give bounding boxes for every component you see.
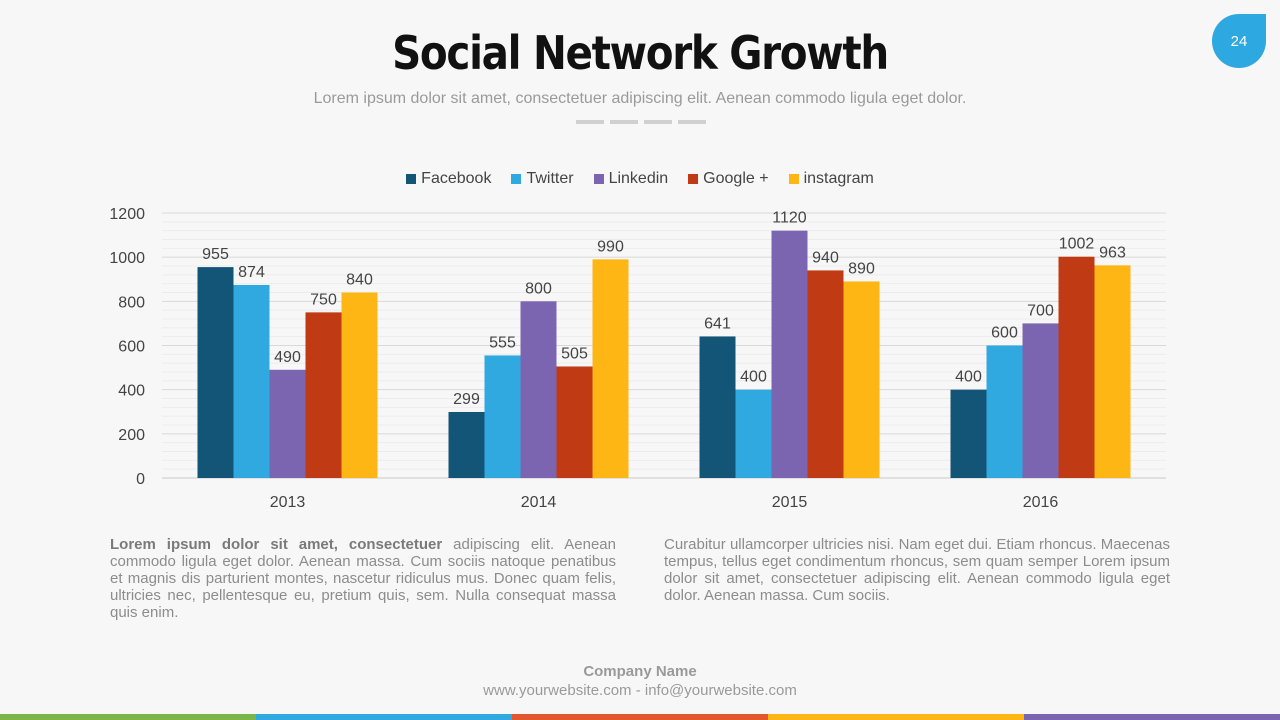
bar xyxy=(233,284,270,478)
data-label: 400 xyxy=(740,369,767,386)
data-label: 490 xyxy=(274,349,301,366)
data-label: 600 xyxy=(991,325,1018,342)
legend-item: Facebook xyxy=(406,170,491,188)
legend-item: Linkedin xyxy=(593,170,669,188)
bar xyxy=(843,281,880,478)
slide-subtitle: Lorem ipsum dolor sit amet, consectetuer… xyxy=(313,90,967,107)
slide-title: Social Network Growth xyxy=(392,26,889,80)
data-label: 299 xyxy=(453,391,480,408)
body-paragraph-left-text: adipiscing elit. Aenean commodo ligula e… xyxy=(110,536,616,621)
legend-swatch xyxy=(593,174,604,184)
bar xyxy=(520,301,557,478)
bar xyxy=(735,389,772,478)
bar xyxy=(771,230,808,478)
data-label: 990 xyxy=(597,238,624,255)
data-label: 940 xyxy=(812,249,839,266)
bottom-bar-segment xyxy=(256,714,512,720)
x-tick-label: 2016 xyxy=(1023,494,1059,511)
data-label: 840 xyxy=(346,272,373,289)
bar xyxy=(1022,323,1059,478)
y-tick-label: 600 xyxy=(118,339,145,356)
body-paragraph-left: Lorem ipsum dolor sit amet, consectetuer… xyxy=(110,536,616,621)
bottom-color-bar xyxy=(0,714,1280,720)
footer-contact: www.yourwebsite.com - info@yourwebsite.c… xyxy=(483,682,797,699)
legend-label: Facebook xyxy=(421,170,492,187)
y-tick-label: 1000 xyxy=(109,250,145,267)
y-tick-label: 800 xyxy=(118,294,145,311)
data-label: 955 xyxy=(202,246,229,263)
bar xyxy=(807,270,844,478)
data-label: 641 xyxy=(704,315,731,332)
bottom-bar-segment xyxy=(1024,714,1280,720)
x-tick-label: 2013 xyxy=(270,494,306,511)
legend-item: instagram xyxy=(788,170,874,188)
divider-dash xyxy=(644,120,672,124)
y-tick-label: 0 xyxy=(136,471,145,488)
legend-label: Google + xyxy=(703,170,769,187)
bar xyxy=(592,259,629,478)
legend-item: Twitter xyxy=(511,170,574,188)
chart-legend: Facebook Twitter Linkedin Google + instagram xyxy=(0,170,1280,188)
bar xyxy=(986,345,1023,478)
data-label: 750 xyxy=(310,291,337,308)
bar xyxy=(950,389,987,478)
data-label: 700 xyxy=(1027,302,1054,319)
bar xyxy=(1094,265,1131,478)
legend-swatch xyxy=(511,174,522,184)
y-tick-label: 400 xyxy=(118,383,145,400)
bar-chart: 0 200 400 600 800 1000 1200 955 874 490 750 840 2013… xyxy=(109,206,1166,511)
data-label: 1002 xyxy=(1059,236,1095,253)
legend-swatch xyxy=(406,174,417,184)
bar xyxy=(448,411,485,478)
bottom-bar-segment xyxy=(768,714,1024,720)
body-paragraph-right: Curabitur ullamcorper ultricies nisi. Na… xyxy=(664,536,1170,604)
footer-company-name: Company Name xyxy=(583,663,697,680)
bar xyxy=(699,336,736,478)
bottom-bar-segment xyxy=(0,714,256,720)
data-label: 505 xyxy=(561,345,588,362)
data-label: 555 xyxy=(489,334,516,351)
title-divider xyxy=(576,120,706,124)
bar xyxy=(556,366,593,478)
legend-item: Google + xyxy=(688,170,769,188)
divider-dash xyxy=(610,120,638,124)
y-tick-label: 200 xyxy=(118,427,145,444)
legend-swatch xyxy=(788,174,799,184)
page-number-badge: 24 xyxy=(1212,14,1266,68)
data-label: 800 xyxy=(525,280,552,297)
divider-dash xyxy=(678,120,706,124)
bar xyxy=(305,312,342,478)
x-tick-label: 2014 xyxy=(521,494,557,511)
body-paragraph-left-bold: Lorem ipsum dolor sit amet, consectetuer xyxy=(110,536,443,553)
bar xyxy=(484,355,521,478)
data-label: 874 xyxy=(238,264,265,281)
data-label: 400 xyxy=(955,369,982,386)
bar xyxy=(197,267,234,478)
legend-swatch xyxy=(688,174,699,184)
divider-dash xyxy=(576,120,604,124)
y-tick-label: 1200 xyxy=(109,206,145,223)
data-label: 890 xyxy=(848,260,875,277)
data-label: 1120 xyxy=(772,210,807,227)
bar xyxy=(341,292,378,478)
bottom-bar-segment xyxy=(512,714,768,720)
bar xyxy=(1058,256,1095,478)
bar xyxy=(269,369,306,478)
legend-label: instagram xyxy=(803,170,874,187)
legend-label: Linkedin xyxy=(608,170,669,187)
data-label: 963 xyxy=(1099,244,1126,261)
legend-label: Twitter xyxy=(526,170,574,187)
x-tick-label: 2015 xyxy=(772,494,808,511)
